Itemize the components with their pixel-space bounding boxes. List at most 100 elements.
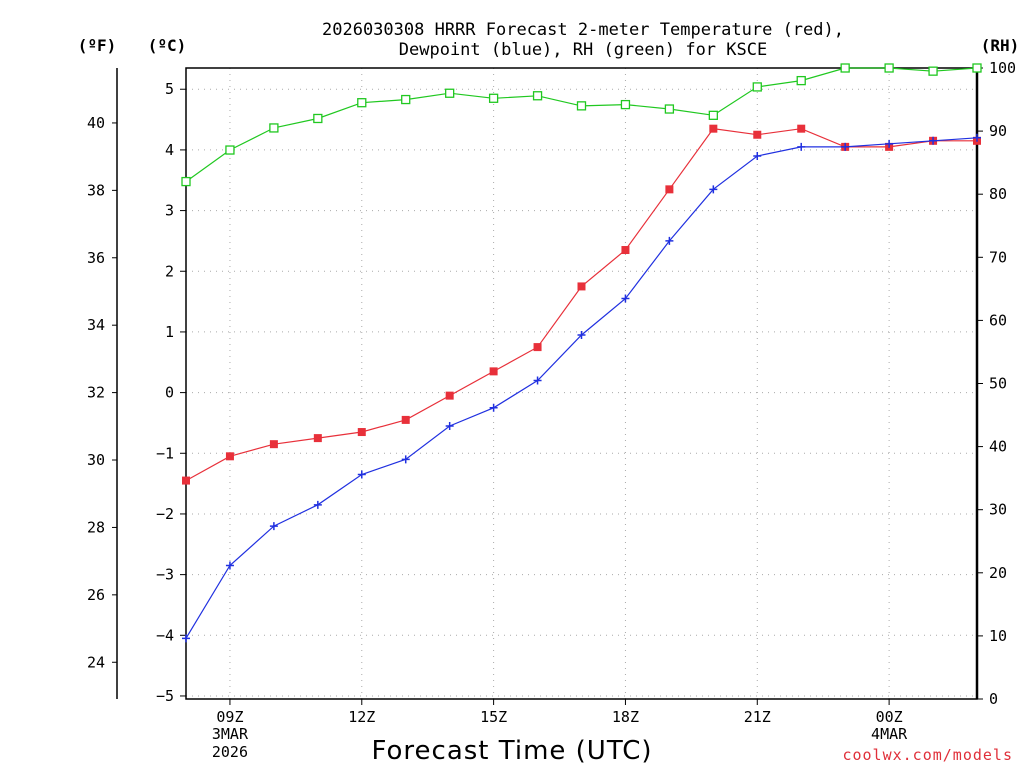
rh-unit-label: (RH) xyxy=(981,36,1020,55)
dewpoint-point xyxy=(665,236,674,245)
celsius-tick-label: 4 xyxy=(165,141,174,159)
fahrenheit-tick-label: 36 xyxy=(87,249,105,267)
fahrenheit-unit-label: (ºF) xyxy=(78,36,117,55)
celsius-tick-label: 1 xyxy=(165,323,174,341)
rh-tick-label: 70 xyxy=(989,248,1007,266)
celsius-tick-label: −2 xyxy=(156,505,174,523)
celsius-tick-label: −5 xyxy=(156,687,174,705)
rh-point xyxy=(620,99,631,110)
fahrenheit-tick-label: 34 xyxy=(87,316,105,334)
time-tick-label: 00Z xyxy=(876,708,903,726)
dewpoint-point xyxy=(929,136,938,145)
rh-tick-label: 0 xyxy=(989,690,998,708)
temperature-point xyxy=(797,124,806,133)
rh-tick-label: 10 xyxy=(989,627,1007,645)
dewpoint-point xyxy=(621,294,630,303)
fahrenheit-tick-label: 30 xyxy=(87,451,105,469)
rh-tick-label: 30 xyxy=(989,501,1007,519)
dewpoint-point xyxy=(885,139,894,148)
dewpoint-point xyxy=(357,470,366,479)
rh-point xyxy=(972,63,982,73)
temperature-point xyxy=(225,452,234,461)
rh-point xyxy=(401,94,411,105)
rh-point xyxy=(269,123,279,133)
dewpoint-point xyxy=(313,500,322,509)
rh-point xyxy=(664,104,675,114)
rh-tick-label: 50 xyxy=(989,375,1007,393)
temperature-point xyxy=(753,130,762,139)
dewpoint-point xyxy=(841,142,850,151)
rh-tick-label: 90 xyxy=(989,122,1007,140)
time-tick-label: 21Z xyxy=(744,708,771,726)
fahrenheit-tick-label: 32 xyxy=(87,384,105,402)
temperature-point xyxy=(489,367,498,376)
rh-point xyxy=(884,63,894,73)
rh-point xyxy=(357,98,367,108)
fahrenheit-tick-label: 38 xyxy=(87,181,105,199)
series xyxy=(181,63,982,643)
rh-point xyxy=(445,88,455,98)
x-axis-label: Forecast Time (UTC) xyxy=(371,736,652,766)
credit-label: coolwx.com/models xyxy=(842,746,1013,764)
temperature-point xyxy=(313,434,322,443)
time-tick-year-label: 2026 xyxy=(212,743,248,761)
dewpoint-point xyxy=(182,634,190,643)
celsius-tick-label: −4 xyxy=(156,626,174,644)
rh-point xyxy=(928,66,938,76)
rh-point xyxy=(796,75,806,86)
time-tick-date-label: 4MAR xyxy=(871,725,908,743)
rh-point xyxy=(532,91,543,101)
celsius-tick-label: 3 xyxy=(165,202,174,220)
temperature-point xyxy=(709,124,718,133)
time-tick-label: 12Z xyxy=(348,708,375,726)
rh-point xyxy=(708,110,718,120)
temperature-point xyxy=(665,185,674,194)
temperature-point xyxy=(182,476,190,485)
time-tick-label: 15Z xyxy=(480,708,507,726)
rh-point xyxy=(313,113,323,124)
time-tick-label: 18Z xyxy=(612,708,639,726)
time-tick-label: 09Z xyxy=(216,708,243,726)
dewpoint-point xyxy=(577,330,586,339)
celsius-tick-label: −1 xyxy=(156,444,174,462)
rh-point xyxy=(840,63,850,73)
fahrenheit-tick-label: 40 xyxy=(87,114,105,132)
temperature-point xyxy=(533,343,542,352)
celsius-tick-label: 0 xyxy=(165,384,174,402)
dewpoint-point xyxy=(445,421,454,430)
rh-point xyxy=(488,93,499,103)
fahrenheit-tick-label: 26 xyxy=(87,586,105,604)
dewpoint-point xyxy=(489,403,498,412)
rh-point xyxy=(181,176,191,187)
temperature-point xyxy=(269,440,278,449)
celsius-tick-label: 2 xyxy=(165,262,174,280)
fahrenheit-tick-label: 24 xyxy=(87,653,105,671)
dewpoint-point xyxy=(401,455,410,464)
celsius-tick-label: −3 xyxy=(156,566,174,584)
dewpoint-point xyxy=(753,151,762,160)
rh-point xyxy=(225,145,235,155)
dewpoint-point xyxy=(269,522,278,531)
celsius-unit-label: (ºC) xyxy=(148,36,187,55)
chart-subtitle: Dewpoint (blue), RH (green) for KSCE xyxy=(399,40,767,60)
temperature-point xyxy=(445,391,454,400)
dewpoint-point xyxy=(797,142,806,151)
celsius-tick-label: 5 xyxy=(165,80,174,98)
temperature-point xyxy=(577,282,586,291)
rh-point xyxy=(752,82,762,92)
temperature-point xyxy=(401,415,410,424)
temperature-point xyxy=(357,428,366,437)
rh-tick-label: 80 xyxy=(989,185,1007,203)
rh-point xyxy=(576,101,587,111)
chart-title: 2026030308 HRRR Forecast 2-meter Tempera… xyxy=(322,20,844,40)
rh-tick-label: 60 xyxy=(989,311,1007,329)
fahrenheit-tick-label: 28 xyxy=(87,518,105,536)
dewpoint-point xyxy=(533,376,542,385)
time-tick-date-label: 3MAR xyxy=(212,725,249,743)
dewpoint-point xyxy=(709,185,718,194)
dewpoint-point xyxy=(973,133,981,142)
rh-tick-label: 20 xyxy=(989,564,1007,582)
